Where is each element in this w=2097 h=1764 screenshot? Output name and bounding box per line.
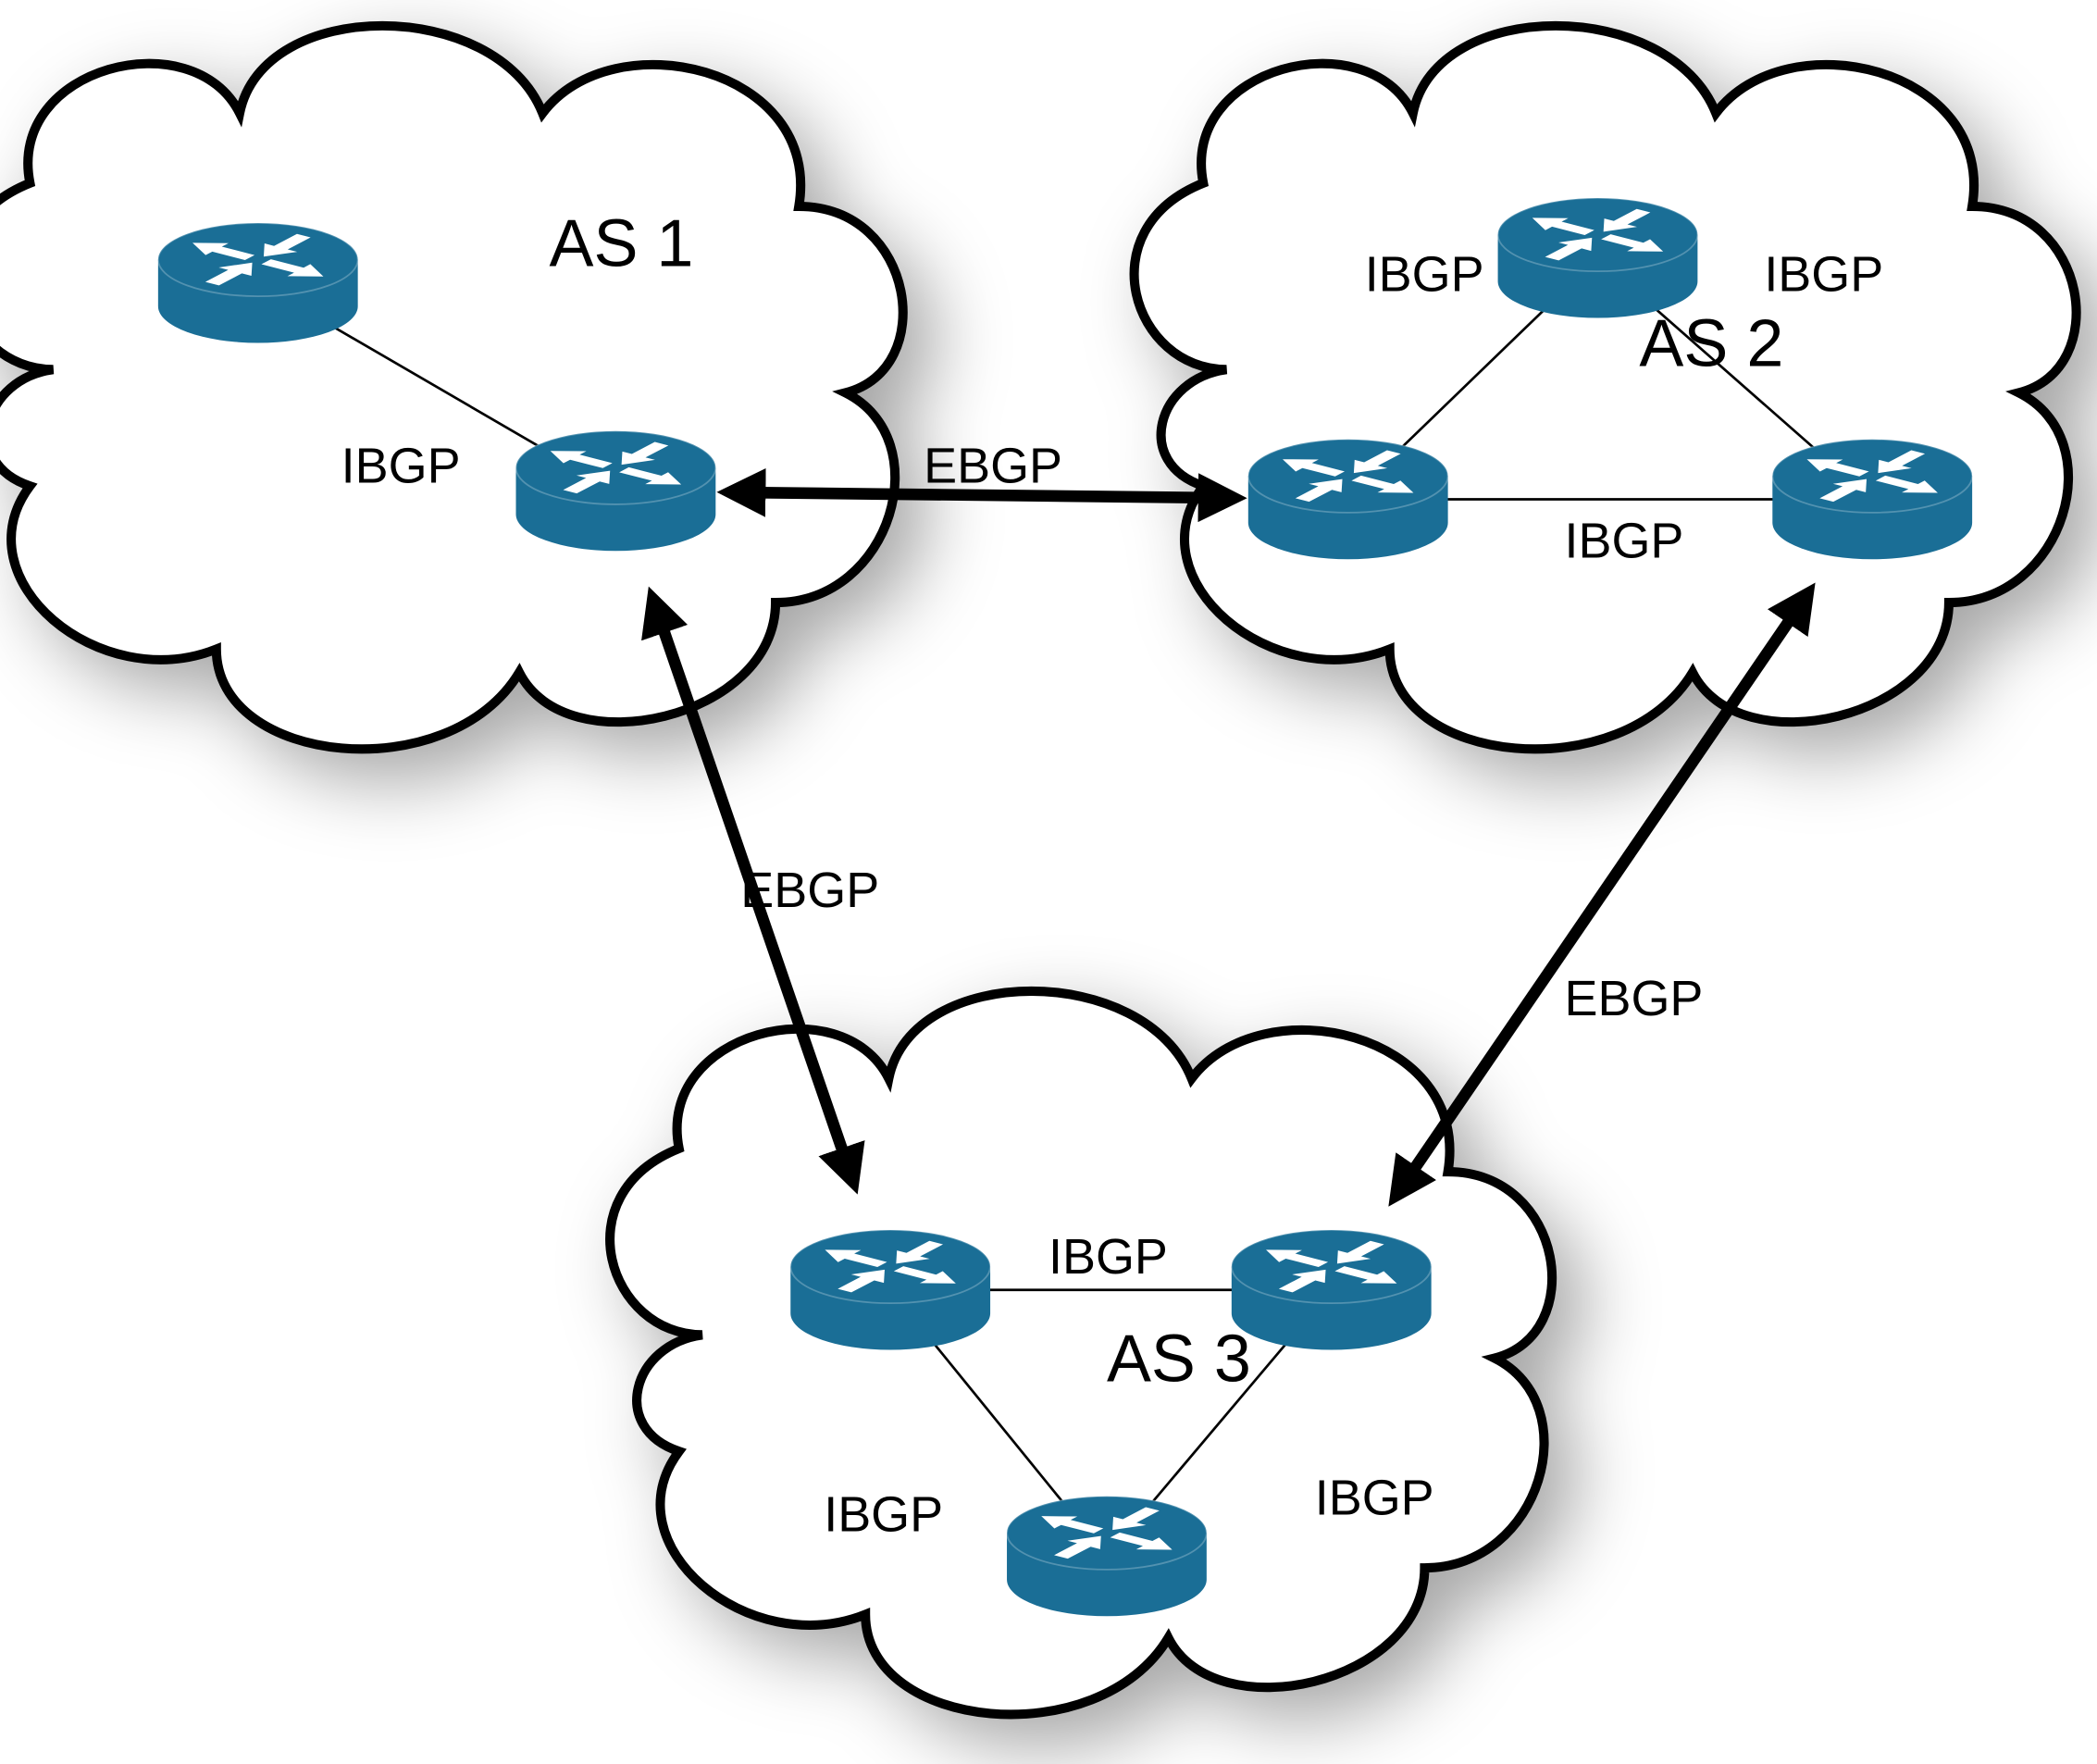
cloud-as2 bbox=[1135, 26, 2077, 749]
cloud-as1 bbox=[0, 26, 903, 749]
ibgp-label: IBGP bbox=[1365, 247, 1484, 303]
router-icon bbox=[516, 431, 716, 551]
router-icon bbox=[1248, 440, 1448, 559]
ibgp-label: IBGP bbox=[341, 439, 461, 494]
ibgp-label: IBGP bbox=[1565, 513, 1684, 568]
router-icon bbox=[158, 223, 358, 342]
ebgp-label: EBGP bbox=[740, 863, 879, 918]
ibgp-label: IBGP bbox=[1315, 1471, 1434, 1526]
router-icon bbox=[1232, 1230, 1432, 1349]
as-label: AS 2 bbox=[1639, 307, 1783, 381]
router-icon bbox=[1498, 198, 1698, 317]
ibgp-label: IBGP bbox=[1048, 1229, 1168, 1285]
router-icon bbox=[1007, 1497, 1207, 1616]
as-label: AS 3 bbox=[1107, 1323, 1251, 1397]
ibgp-label: IBGP bbox=[824, 1487, 943, 1543]
ebgp-label: EBGP bbox=[924, 439, 1062, 494]
as-label: AS 1 bbox=[549, 207, 693, 281]
ibgp-label: IBGP bbox=[1764, 247, 1883, 303]
router-icon bbox=[790, 1230, 990, 1349]
ebgp-label: EBGP bbox=[1565, 971, 1704, 1026]
router-icon bbox=[1772, 440, 1972, 559]
